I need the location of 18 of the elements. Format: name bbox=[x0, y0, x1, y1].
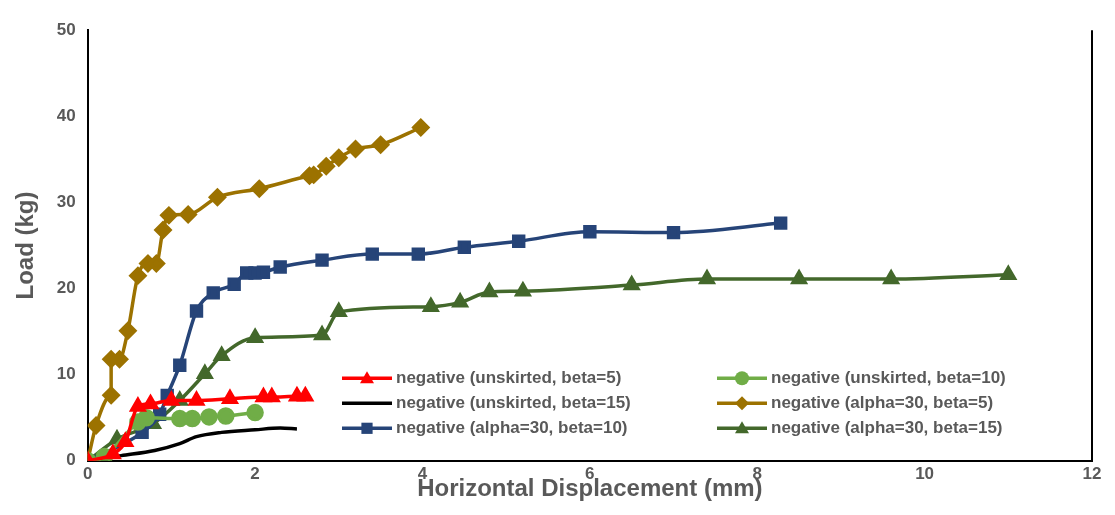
y-tick-label: 20 bbox=[56, 278, 76, 298]
legend-label: negative (alpha=30, beta=10) bbox=[396, 417, 628, 437]
y-tick-label: 50 bbox=[56, 19, 76, 39]
x-tick-label: 0 bbox=[82, 463, 93, 483]
x-tick-label: 2 bbox=[250, 463, 260, 483]
legend-label: negative (alpha=30, beta=15) bbox=[771, 417, 1003, 437]
y-tick-label: 30 bbox=[56, 192, 76, 212]
legend-label: negative (alpha=30, beta=5) bbox=[771, 392, 994, 412]
y-axis-title: Load (kg) bbox=[11, 191, 39, 300]
x-tick-label: 12 bbox=[1082, 463, 1102, 483]
y-tick-label: 40 bbox=[56, 106, 76, 126]
y-tick-label: 10 bbox=[56, 364, 76, 384]
x-tick-label: 6 bbox=[585, 463, 595, 483]
legend-label: negative (unskirted, beta=5) bbox=[396, 367, 622, 387]
legend-label: negative (unskirted, beta=10) bbox=[771, 367, 1006, 387]
legend-label: negative (unskirted, beta=15) bbox=[396, 392, 631, 412]
x-tick-label: 10 bbox=[915, 463, 935, 483]
y-tick-label: 0 bbox=[66, 450, 76, 470]
